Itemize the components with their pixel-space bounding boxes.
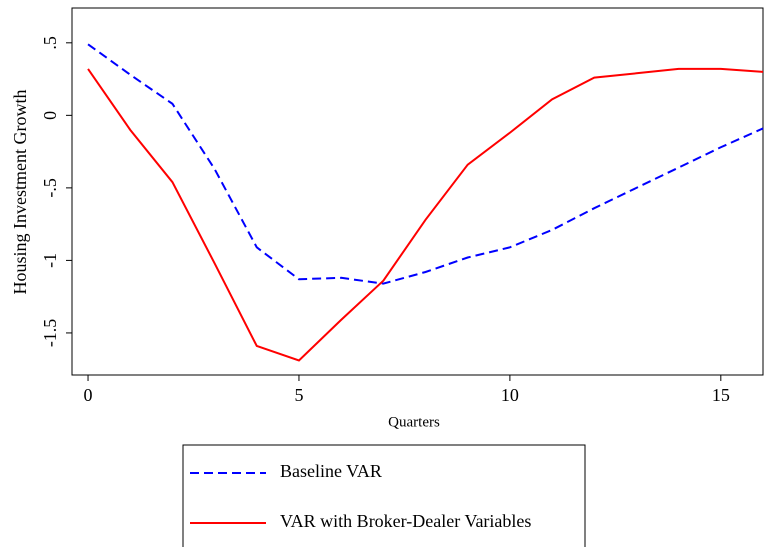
series-line — [87, 43, 764, 285]
series-line — [87, 67, 764, 362]
x-tick-label: 10 — [501, 385, 519, 405]
legend-label: Baseline VAR — [280, 461, 382, 481]
y-tick-label: .5 — [40, 36, 60, 50]
legend-label: VAR with Broker-Dealer Variables — [280, 511, 531, 531]
x-tick-label: 5 — [294, 385, 303, 405]
x-axis-label: Quarters — [388, 414, 440, 430]
y-tick-label: -.5 — [40, 178, 60, 198]
y-tick-label: 0 — [40, 111, 60, 120]
y-tick-label: -1 — [40, 253, 60, 268]
x-tick-label: 15 — [712, 385, 730, 405]
x-tick-label: 0 — [84, 385, 93, 405]
y-axis-label: Housing Investment Growth — [10, 90, 30, 295]
plot-frame — [71, 7, 764, 376]
legend-box — [182, 444, 586, 547]
y-tick-label: -1.5 — [40, 319, 60, 348]
